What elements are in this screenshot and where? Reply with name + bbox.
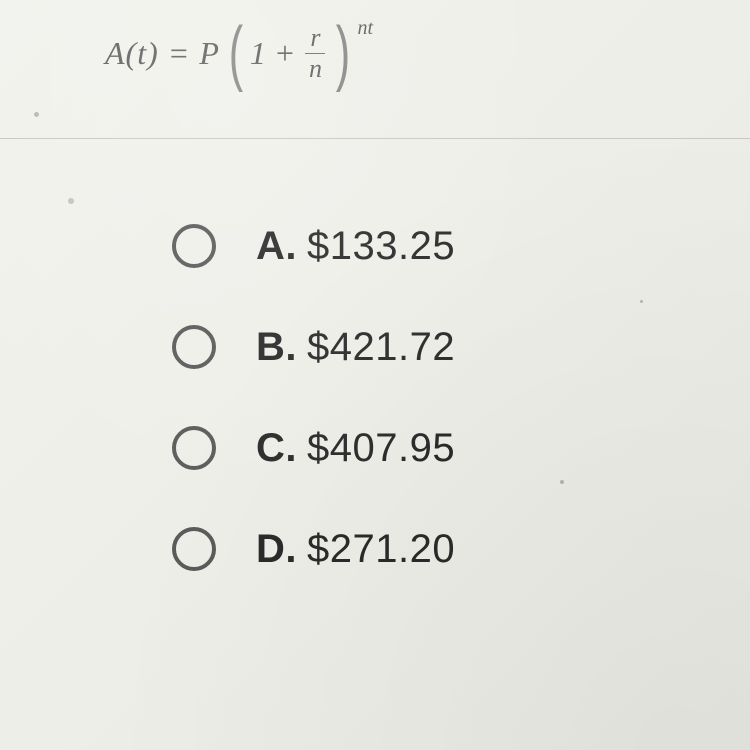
radio-b[interactable] (172, 325, 216, 369)
right-paren: ) (336, 25, 350, 83)
option-c-text: C. $407.95 (256, 426, 455, 471)
option-c-value: $407.95 (307, 426, 455, 471)
option-b-row[interactable]: B. $421.72 (172, 325, 750, 370)
fraction-numerator: r (310, 25, 320, 53)
radio-d[interactable] (172, 527, 216, 571)
compound-interest-formula: A(t) = P ( 1 + r n ) nt (105, 25, 750, 83)
option-a-row[interactable]: A. $133.25 (172, 224, 750, 269)
option-c-letter: C. (256, 426, 297, 471)
formula-fraction: r n (301, 25, 329, 82)
option-d-row[interactable]: D. $271.20 (172, 527, 750, 572)
radio-c[interactable] (172, 426, 216, 470)
option-d-text: D. $271.20 (256, 527, 455, 572)
formula-exponent: nt (357, 17, 373, 40)
option-a-letter: A. (256, 224, 297, 269)
option-b-value: $421.72 (307, 325, 455, 370)
formula-section: A(t) = P ( 1 + r n ) nt (0, 0, 750, 138)
option-b-text: B. $421.72 (256, 325, 455, 370)
formula-paren-group: ( 1 + r n ) (224, 25, 356, 83)
left-paren: ( (229, 25, 243, 83)
option-b-letter: B. (256, 325, 297, 370)
formula-one-plus: 1 + (250, 35, 296, 72)
formula-lhs: A(t) = P (105, 35, 220, 72)
option-d-letter: D. (256, 527, 297, 572)
fraction-denominator: n (305, 53, 325, 82)
answer-options: A. $133.25 B. $421.72 C. $407.95 D. $271… (0, 139, 750, 572)
option-a-value: $133.25 (307, 224, 455, 269)
option-a-text: A. $133.25 (256, 224, 455, 269)
radio-a[interactable] (172, 224, 216, 268)
paren-content: 1 + r n (248, 25, 332, 82)
option-d-value: $271.20 (307, 527, 455, 572)
option-c-row[interactable]: C. $407.95 (172, 426, 750, 471)
